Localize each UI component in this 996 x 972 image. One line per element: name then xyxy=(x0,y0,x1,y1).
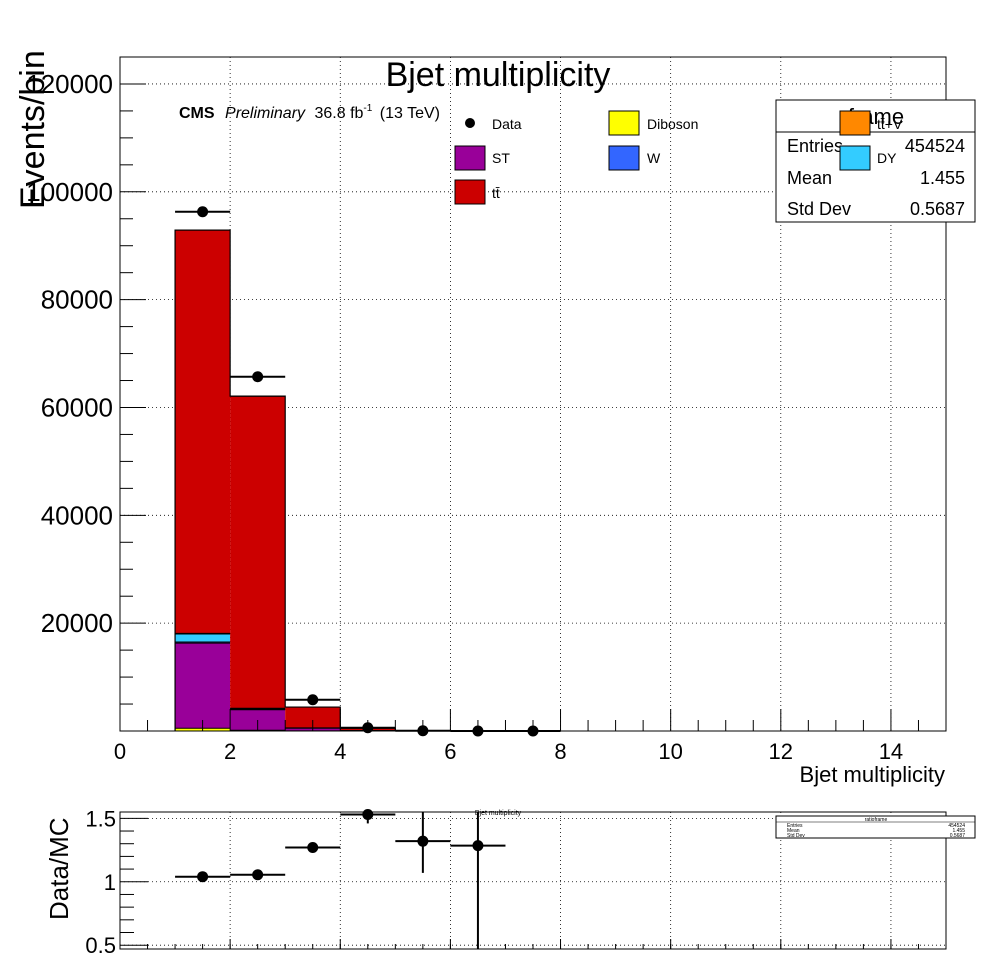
ratio-stats-mean-value: 1.455 xyxy=(952,828,965,834)
preliminary-text: Preliminary xyxy=(225,105,306,122)
ratio-points xyxy=(175,809,506,949)
stats-box-frame xyxy=(775,99,976,223)
y-axis-label: Events/bin xyxy=(14,50,52,209)
legend-ttbar-label: tt̄ xyxy=(492,185,500,201)
main-y-ticks: 20000 40000 60000 80000 100000 120000 xyxy=(26,69,146,705)
stats-mean-label: Mean xyxy=(787,168,832,188)
legend-ttv-label: tt̄+V xyxy=(877,116,903,132)
bar-segment xyxy=(285,707,341,728)
cms-label: CMS Preliminary 36.8 fb-1 (13 TeV) xyxy=(179,98,440,122)
ratio-point xyxy=(417,835,429,847)
cms-text: CMS xyxy=(179,105,215,122)
lumi-text: 36.8 fb xyxy=(314,105,363,122)
legend-dy-swatch xyxy=(839,145,871,171)
main-x-tick-label: 0 xyxy=(114,739,126,764)
legend: Data Diboson ST W tt̄ xyxy=(454,110,698,205)
ratio-stats-mean-label: Mean xyxy=(787,828,800,834)
bar-segment xyxy=(230,396,286,709)
legend-dy-label: DY xyxy=(877,150,897,166)
x-axis-label: Bjet multiplicity xyxy=(800,762,945,787)
ratio-stats-box: ratioframe Entries 454524 Mean 1.455 Std… xyxy=(775,815,976,839)
chart-title: Bjet multiplicity xyxy=(386,56,611,94)
stats-mean-value: 1.455 xyxy=(920,168,965,188)
main-x-tick-label: 4 xyxy=(334,739,346,764)
ratio-point xyxy=(307,842,319,854)
bar-segment xyxy=(175,643,231,729)
data-point xyxy=(197,206,209,218)
main-x-ticks: 0 2 4 6 8 10 12 14 xyxy=(114,709,947,764)
ratio-x-ticks xyxy=(119,939,947,949)
stats-entries-value: 454524 xyxy=(905,136,965,156)
stats-stddev-label: Std Dev xyxy=(787,199,851,219)
ratio-title: Bjet multiplicity xyxy=(475,810,522,817)
ratio-y-tick-label: 1 xyxy=(104,870,116,895)
ratio-y-ticks: 0.5 1 1.5 xyxy=(85,806,148,958)
legend-diboson-label: Diboson xyxy=(647,116,698,132)
ratio-stats-entries-label: Entries xyxy=(787,823,803,829)
ratio-y-axis-label: Data/MC xyxy=(44,817,74,920)
stats-box: frame Entries 454524 Mean 1.455 Std Dev … xyxy=(775,99,976,223)
stats-stddev-value: 0.5687 xyxy=(910,199,965,219)
main-y-tick-label: 80000 xyxy=(41,285,113,315)
main-x-tick-label: 14 xyxy=(879,739,903,764)
legend-st-label: ST xyxy=(492,150,510,166)
main-y-tick-label: 40000 xyxy=(41,500,113,530)
main-y-tick-label: 20000 xyxy=(41,608,113,638)
ratio-stats-entries-value: 454524 xyxy=(948,823,965,829)
main-x-tick-label: 8 xyxy=(554,739,566,764)
lumi-exponent: -1 xyxy=(363,103,372,114)
energy-text: (13 TeV) xyxy=(380,105,440,122)
legend-w-label: W xyxy=(647,150,661,166)
main-x-tick-label: 6 xyxy=(444,739,456,764)
ratio-stats-stddev-value: 0.5687 xyxy=(950,833,966,839)
ratio-stats-stddev-label: Std Dev xyxy=(787,833,805,839)
ratio-panel: 0.5 1 1.5 Bjet multiplicity Data/MC ratiof… xyxy=(44,806,976,958)
legend-data-label: Data xyxy=(492,116,522,132)
ratio-y-tick-label: 1.5 xyxy=(85,806,116,831)
data-point xyxy=(252,371,264,383)
main-x-tick-label: 12 xyxy=(769,739,793,764)
main-x-tick-label: 10 xyxy=(658,739,682,764)
main-grid xyxy=(120,57,946,731)
legend-data-marker xyxy=(465,118,475,128)
main-y-tick-label: 100000 xyxy=(26,177,113,207)
ratio-stats-box-frame xyxy=(775,815,976,839)
legend-ttv-swatch xyxy=(839,110,871,136)
bar-segment xyxy=(175,642,231,644)
main-x-tick-label: 2 xyxy=(224,739,236,764)
stacked-bars xyxy=(175,230,561,732)
bar-segment xyxy=(175,230,231,634)
data-point xyxy=(307,694,319,706)
main-y-tick-label: 60000 xyxy=(41,392,113,422)
legend-ttbar-swatch xyxy=(454,179,486,205)
bar-segment xyxy=(175,633,231,643)
legend-diboson-swatch xyxy=(608,110,640,136)
ratio-point xyxy=(362,809,374,821)
ratio-stats-title: ratioframe xyxy=(865,817,888,823)
ratio-point xyxy=(472,840,484,852)
bar-segment xyxy=(230,709,286,731)
ratio-y-tick-label: 0.5 xyxy=(85,933,116,958)
main-panel: 0 2 4 6 8 10 12 14 20000 40000 60000 80000 100000 12… xyxy=(14,50,976,787)
main-y-tick-label: 120000 xyxy=(26,69,113,99)
ratio-point xyxy=(197,871,209,883)
stats-entries-label: Entries xyxy=(787,136,843,156)
ratio-point xyxy=(252,869,264,881)
legend-st-swatch xyxy=(454,145,486,171)
legend-w-swatch xyxy=(608,145,640,171)
